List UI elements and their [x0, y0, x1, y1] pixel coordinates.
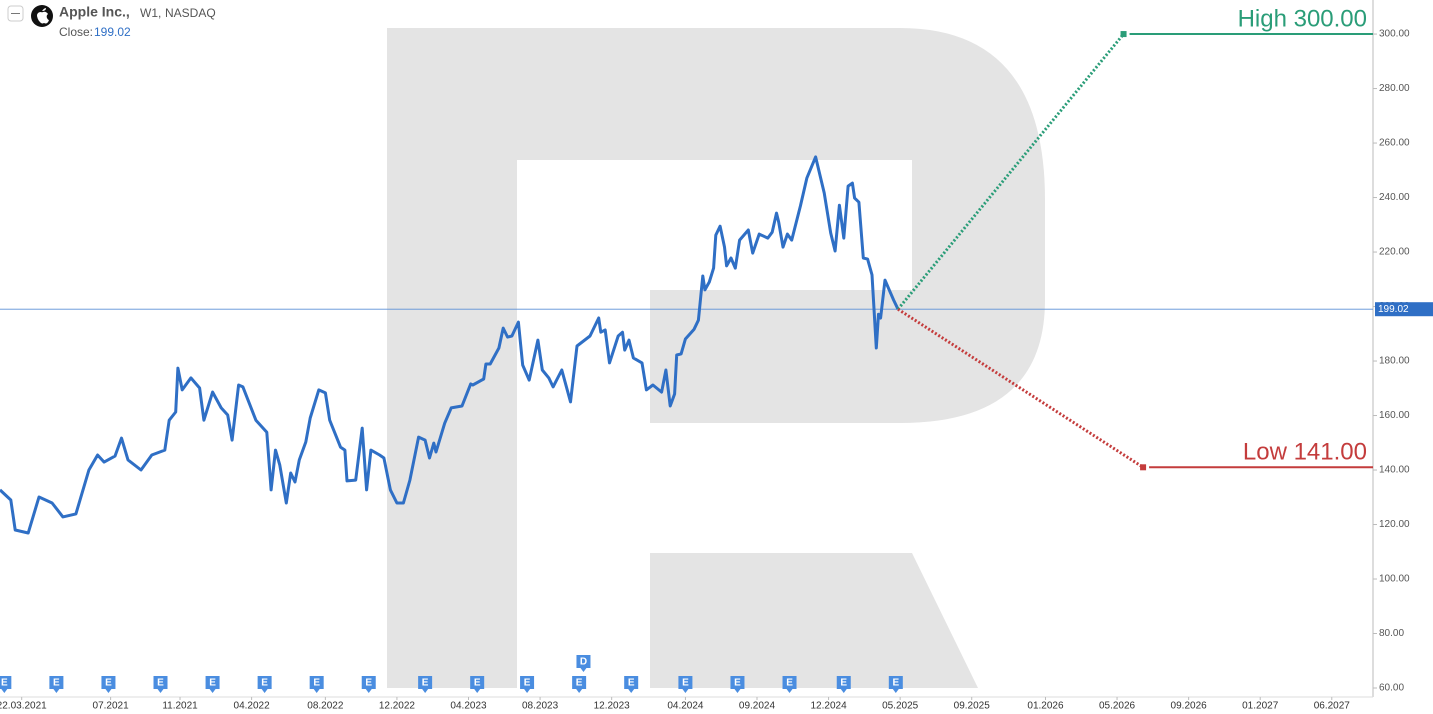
- symbol-name: Apple Inc.,: [59, 4, 130, 20]
- event-marker: [205, 676, 220, 693]
- event-label: E: [422, 678, 429, 689]
- event-marker: [101, 676, 116, 693]
- event-label: E: [157, 678, 164, 689]
- event-label: E: [105, 678, 112, 689]
- event-label: D: [580, 657, 587, 668]
- close-label: Close:: [59, 25, 93, 39]
- event-label: E: [1, 678, 8, 689]
- x-tick-label: 07.2021: [93, 701, 130, 712]
- y-tick-label: 120.00: [1379, 519, 1410, 530]
- exchange: NASDAQ: [165, 6, 216, 20]
- apple-icon: [37, 8, 49, 24]
- close-axis-label: 199.02: [1378, 304, 1409, 315]
- x-tick-label: 09.2025: [954, 701, 991, 712]
- x-tick-label: 04.2024: [667, 701, 704, 712]
- event-marker: [520, 676, 535, 693]
- y-tick-label: 220.00: [1379, 247, 1410, 258]
- y-tick-label: 260.00: [1379, 138, 1410, 149]
- event-marker: [49, 676, 64, 693]
- arrow-head: [1120, 31, 1127, 38]
- x-tick-label: 11.2021: [162, 701, 198, 712]
- event-label: E: [313, 678, 320, 689]
- event-label: E: [524, 678, 531, 689]
- x-tick-label: 01.2027: [1242, 701, 1279, 712]
- x-tick-label: 09.2026: [1171, 701, 1208, 712]
- close-label-box: [1375, 302, 1433, 317]
- y-tick-label: 280.00: [1379, 83, 1410, 94]
- x-tick-label: 06.2027: [1314, 701, 1351, 712]
- x-tick-label: 22.03.2021: [0, 701, 47, 712]
- event-marker: [572, 676, 587, 693]
- close-value: 199.02: [94, 25, 131, 39]
- x-tick-label: 12.2023: [594, 701, 631, 712]
- event-marker: [153, 676, 168, 693]
- x-tick-label: 08.2022: [307, 701, 344, 712]
- event-label: E: [576, 678, 583, 689]
- event-marker: [257, 676, 272, 693]
- x-tick-label: 12.2024: [810, 701, 847, 712]
- y-tick-label: 80.00: [1379, 628, 1404, 639]
- event-marker: [730, 676, 745, 693]
- y-tick-label: 240.00: [1379, 192, 1410, 203]
- event-label: E: [734, 678, 741, 689]
- event-label: E: [261, 678, 268, 689]
- y-tick-label: 140.00: [1379, 465, 1410, 476]
- y-tick-label: 100.00: [1379, 574, 1410, 585]
- y-tick-label: 60.00: [1379, 683, 1404, 694]
- event-label: E: [840, 678, 847, 689]
- event-label: E: [53, 678, 60, 689]
- y-tick-label: 300.00: [1379, 29, 1410, 40]
- x-tick-label: 05.2026: [1099, 701, 1136, 712]
- x-tick-label: 04.2023: [450, 701, 487, 712]
- event-marker: [782, 676, 797, 693]
- event-marker: [678, 676, 693, 693]
- event-label: E: [628, 678, 635, 689]
- target-label: Low 141.00: [1243, 439, 1367, 466]
- event-label: E: [209, 678, 216, 689]
- forecast-arrow: [896, 33, 1125, 311]
- x-tick-label: 09.2024: [739, 701, 776, 712]
- event-marker: [888, 676, 903, 693]
- arrow-head: [1140, 464, 1147, 471]
- forecast-arrow: [897, 307, 1144, 469]
- event-marker: [0, 676, 12, 693]
- event-marker: [836, 676, 851, 693]
- event-marker: [470, 676, 485, 693]
- event-marker: [576, 655, 591, 672]
- x-tick-label: 01.2026: [1027, 701, 1064, 712]
- y-tick-label: 160.00: [1379, 410, 1410, 421]
- event-marker: [309, 676, 324, 693]
- interval: W1,: [140, 6, 161, 20]
- event-label: E: [474, 678, 481, 689]
- event-marker: [624, 676, 639, 693]
- event-label: E: [892, 678, 899, 689]
- x-tick-label: 05.2025: [882, 701, 919, 712]
- x-tick-label: 04.2022: [234, 701, 271, 712]
- x-tick-label: 12.2022: [379, 701, 416, 712]
- price-line: [0, 155, 900, 535]
- event-label: E: [682, 678, 689, 689]
- y-tick-label: 180.00: [1379, 356, 1410, 367]
- event-label: E: [365, 678, 372, 689]
- event-marker: [361, 676, 376, 693]
- watermark: [387, 28, 1045, 688]
- target-label: High 300.00: [1238, 5, 1367, 32]
- event-label: E: [786, 678, 793, 689]
- x-tick-label: 08.2023: [522, 701, 559, 712]
- event-marker: [418, 676, 433, 693]
